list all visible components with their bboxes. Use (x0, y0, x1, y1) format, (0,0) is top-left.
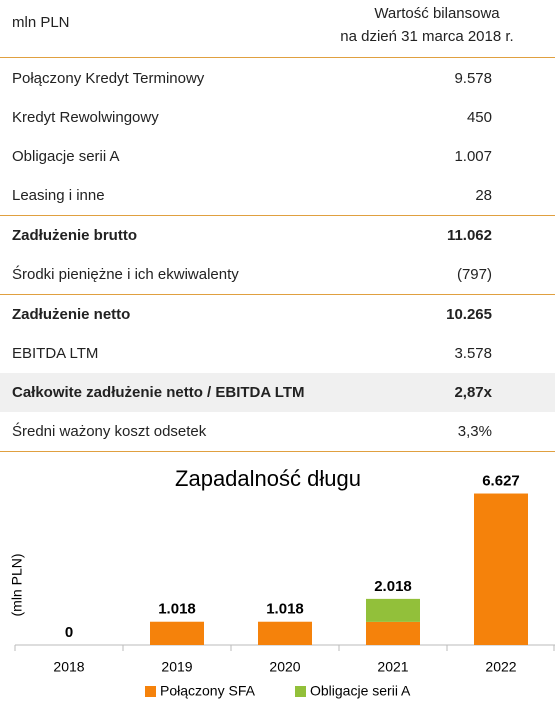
row-value: (797) (456, 266, 492, 283)
table-row: Zadłużenie netto 10.265 (0, 294, 555, 334)
row-value: 10.265 (446, 306, 492, 323)
bar-segment (150, 621, 204, 645)
table-row: Średni ważony koszt odsetek 3,3% (0, 412, 555, 452)
row-value: 3.578 (454, 345, 492, 362)
row-label: Średni ważony koszt odsetek (12, 423, 207, 440)
chart-title: Zapadalność długu (175, 466, 361, 491)
table-row: Kredyt Rewolwingowy 450 (0, 98, 555, 137)
table-row: Obligacje serii A 1.007 (0, 137, 555, 176)
x-tick-label: 2018 (53, 659, 84, 675)
row-value: 3,3% (457, 423, 492, 440)
total-label: 6.627 (482, 472, 520, 489)
unit: mln PLN (12, 14, 70, 31)
table-row: Środki pieniężne i ich ekwiwalenty (797) (0, 255, 555, 294)
table-row: EBITDA LTM 3.578 (0, 334, 555, 373)
table-row: Leasing i inne 28 (0, 176, 555, 215)
total-label: 1.018 (266, 601, 304, 618)
legend-swatch (295, 686, 306, 697)
table-row: Całkowite zadłużenie netto / EBITDA LTM 2… (0, 373, 555, 412)
value-head: Wartość bilansowa (374, 5, 500, 22)
legend-label: Połączony SFA (160, 683, 256, 699)
x-tick-label: 2020 (269, 659, 300, 675)
x-tick-label: 2021 (377, 659, 408, 675)
row-label: Połączony Kredyt Terminowy (12, 70, 205, 87)
row-label: Kredyt Rewolwingowy (12, 109, 159, 126)
value-head: na dzień 31 marca 2018 r. (340, 28, 514, 45)
row-label: Obligacje serii A (12, 148, 120, 165)
total-label: 0 (65, 624, 73, 641)
row-label: Leasing i inne (12, 187, 105, 204)
row-value: 9.578 (454, 70, 492, 87)
bar-segment (366, 598, 420, 622)
row-value: 1.007 (454, 148, 492, 165)
row-label: Całkowite zadłużenie netto / EBITDA LTM (12, 384, 305, 401)
chart: Zapadalność długu (mln PLN) 0 2018 1.018 20… (9, 466, 555, 699)
bar-segment (366, 621, 420, 645)
legend-label: Obligacje serii A (310, 683, 411, 699)
total-label: 1.018 (158, 601, 196, 618)
row-value: 28 (475, 187, 492, 204)
total-label: 2.018 (374, 578, 412, 595)
legend-swatch (145, 686, 156, 697)
y-axis-label: (mln PLN) (9, 553, 25, 616)
row-value: 11.062 (446, 227, 492, 244)
row-label: EBITDA LTM (12, 345, 99, 362)
table-header: mln PLN Wartość bilansowa na dzień 31 ma… (0, 0, 555, 58)
row-value: 2,87x (454, 384, 492, 401)
table-row: Zadłużenie brutto 11.062 (0, 215, 555, 255)
debt-table: mln PLN Wartość bilansowa na dzień 31 ma… (0, 0, 555, 452)
row-label: Zadłużenie netto (12, 306, 131, 323)
bar-segment (474, 493, 528, 645)
row-label: Zadłużenie brutto (12, 227, 137, 244)
row-label: Środki pieniężne i ich ekwiwalenty (12, 266, 239, 283)
x-tick-label: 2022 (485, 659, 516, 675)
x-tick-label: 2019 (161, 659, 192, 675)
row-value: 450 (466, 109, 492, 126)
table-row: Połączony Kredyt Terminowy 9.578 (0, 59, 555, 98)
bar-segment (258, 621, 312, 645)
